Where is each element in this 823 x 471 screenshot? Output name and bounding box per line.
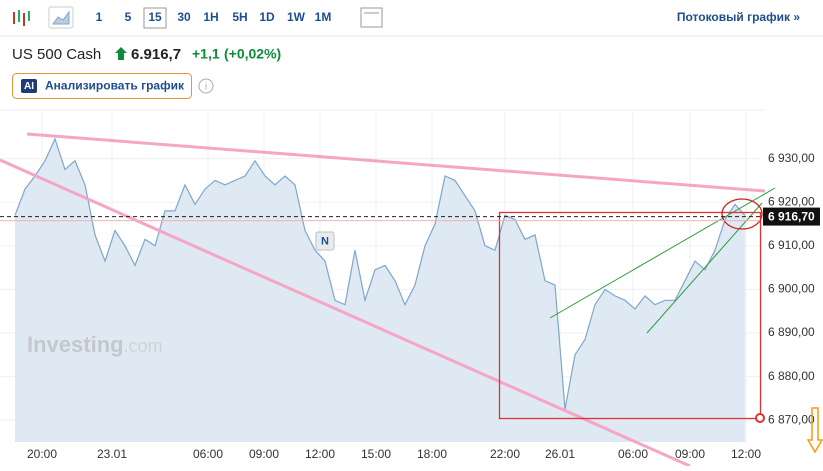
x-tick-label: 18:00 (417, 447, 447, 461)
x-tick-label: 12:00 (731, 447, 761, 461)
channel-line (646, 202, 763, 334)
timeframe[interactable]: 30 (177, 10, 191, 24)
circle-annotation (721, 198, 763, 230)
timeframe-selected (143, 7, 167, 29)
y-tick-label: 6 890,00 (768, 325, 815, 339)
timeframe[interactable]: 1M (315, 10, 332, 24)
trend-line (0, 158, 691, 468)
trend-line (26, 132, 766, 193)
y-tick-label: 6 900,00 (768, 282, 815, 296)
x-tick-label: 09:00 (675, 447, 705, 461)
channel-line (549, 187, 776, 319)
price-line (14, 137, 746, 410)
table-icon[interactable] (360, 7, 383, 28)
y-tick-label: 6 910,00 (768, 238, 815, 252)
watermark: Investing (27, 332, 124, 357)
price: 6.916,7 (131, 46, 181, 63)
change: +1,1 (192, 46, 220, 62)
streaming-link[interactable]: Потоковый график » (677, 10, 800, 24)
plot-area: 6 870,00 6 880,00 6 890,00 6 900,00 6 910,00… (0, 112, 823, 468)
x-tick-label: 23.01 (97, 447, 127, 461)
analyze-label: Анализировать график (45, 79, 185, 93)
x-tick-label: 06:00 (193, 447, 223, 461)
box-annotation (498, 211, 762, 420)
x-tick-label: 20:00 (27, 447, 57, 461)
x-tick-label: 09:00 (249, 447, 279, 461)
current-price-label: 6 916,70 (768, 209, 815, 223)
anchor-point (755, 413, 765, 423)
y-tick-label: 6 870,00 (768, 412, 815, 426)
instrument-name: US 500 Cash (12, 46, 101, 63)
y-tick-label: 6 880,00 (768, 369, 815, 383)
candle-icon[interactable] (13, 10, 30, 26)
timeframe[interactable]: 1D (259, 10, 275, 24)
timeframe[interactable]: 1W (287, 10, 306, 24)
y-tick-label: 6 930,00 (768, 151, 815, 165)
info-glyph: i (205, 82, 207, 93)
timeframe[interactable]: 15 (148, 10, 162, 24)
x-tick-label: 22:00 (490, 447, 520, 461)
analyze-button[interactable] (12, 73, 192, 99)
timeframe[interactable]: 5 (125, 10, 132, 24)
timeframe[interactable]: 1H (203, 10, 218, 24)
info-icon[interactable] (198, 78, 214, 94)
watermark-suffix: .com (124, 336, 163, 356)
x-tick-label: 15:00 (361, 447, 391, 461)
area-chart-glyph (52, 10, 70, 25)
x-tick-label: 26.01 (545, 447, 575, 461)
timeframe[interactable]: 5H (232, 10, 247, 24)
event-marker-text: N (321, 235, 329, 247)
up-arrow (115, 47, 127, 60)
x-tick-label: 12:00 (305, 447, 335, 461)
ai-badge-text: AI (24, 81, 34, 92)
current-price-box (763, 207, 820, 226)
event-marker[interactable] (315, 231, 335, 251)
timeframe[interactable]: 1 (96, 10, 103, 24)
x-tick-label: 06:00 (618, 447, 648, 461)
y-tick-label: 6 920,00 (768, 194, 815, 208)
ai-badge (21, 79, 37, 93)
change-percent: (+0,02%) (224, 46, 281, 62)
orange-arrow (806, 407, 823, 454)
area (15, 139, 745, 442)
